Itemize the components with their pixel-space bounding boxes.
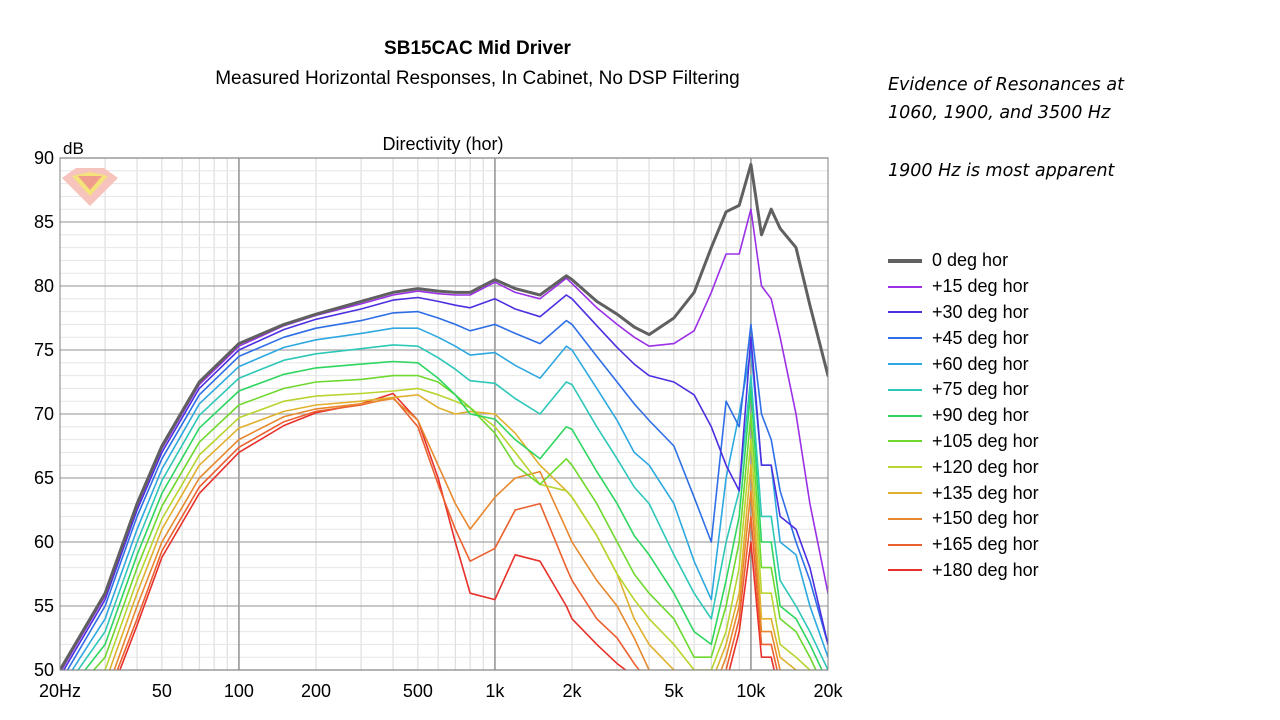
y-tick-label: 90	[34, 148, 54, 168]
series-line-165-deg-hor	[116, 396, 778, 670]
series-line-120-deg-hor	[103, 387, 811, 670]
y-axis-label: dB	[63, 139, 84, 158]
legend-swatch	[888, 285, 922, 288]
legend-swatch	[888, 466, 922, 469]
legend-item: +75 deg hor	[888, 377, 1039, 403]
y-tick-label: 65	[34, 468, 54, 488]
legend-item: +150 deg hor	[888, 506, 1039, 532]
y-tick-label: 60	[34, 532, 54, 552]
legend-swatch	[888, 311, 922, 314]
legend-swatch	[888, 388, 922, 391]
y-tick-label: 75	[34, 340, 54, 360]
legend-label: +165 deg hor	[932, 534, 1039, 555]
series-line-45-deg-hor	[66, 310, 828, 670]
legend-label: +135 deg hor	[932, 482, 1039, 503]
series-line-75-deg-hor	[77, 344, 828, 670]
legend-label: 0 deg hor	[932, 250, 1009, 271]
legend-item: +135 deg hor	[888, 480, 1039, 506]
x-tick-label: 10k	[736, 681, 766, 701]
y-tick-label: 85	[34, 212, 54, 232]
x-tick-label: 20Hz	[39, 681, 81, 701]
x-tick-label: 200	[301, 681, 331, 701]
legend-item: +30 deg hor	[888, 300, 1039, 326]
series-line-180-deg-hor	[119, 392, 775, 670]
legend-item: +180 deg hor	[888, 558, 1039, 584]
x-axis-ticks: 20Hz 50 100 200 500 1k 2k 5k 10k 20k	[39, 681, 844, 701]
legend-label: +90 deg hor	[932, 405, 1029, 426]
legend-swatch	[888, 258, 922, 263]
y-tick-label: 55	[34, 596, 54, 616]
legend-swatch	[888, 363, 922, 366]
legend-label: +45 deg hor	[932, 327, 1029, 348]
series-line-90-deg-hor	[84, 360, 823, 670]
series-lines	[60, 162, 828, 670]
series-line-105-deg-hor	[92, 374, 817, 670]
x-tick-label: 100	[224, 681, 254, 701]
series-line-0-deg-hor	[60, 162, 828, 670]
legend-label: +105 deg hor	[932, 430, 1039, 451]
legend-item: +60 deg hor	[888, 351, 1039, 377]
legend: 0 deg hor +15 deg hor +30 deg hor +45 deg h…	[888, 248, 1039, 583]
y-tick-label: 80	[34, 276, 54, 296]
x-tick-label: 2k	[562, 681, 582, 701]
legend-label: +15 deg hor	[932, 276, 1029, 297]
legend-swatch	[888, 543, 922, 546]
series-line-15-deg-hor	[60, 208, 828, 670]
resonance-note-line-3: 1900 Hz is most apparent	[888, 161, 1115, 181]
legend-item: +90 deg hor	[888, 403, 1039, 429]
legend-swatch	[888, 414, 922, 417]
legend-label: +150 deg hor	[932, 508, 1039, 529]
resonance-note-line-2: 1060, 1900, and 3500 Hz	[888, 103, 1111, 123]
legend-item: +15 deg hor	[888, 274, 1039, 300]
y-axis-ticks: 50 55 60 65 70 75 80 85 90	[34, 148, 54, 680]
legend-item: 0 deg hor	[888, 248, 1039, 274]
legend-label: +180 deg hor	[932, 559, 1039, 580]
legend-swatch	[888, 337, 922, 340]
series-line-150-deg-hor	[113, 397, 782, 670]
legend-item: +45 deg hor	[888, 325, 1039, 351]
series-line-30-deg-hor	[62, 294, 828, 670]
x-tick-label: 5k	[664, 681, 684, 701]
plot-frame	[59, 157, 829, 671]
slide-subtitle: Measured Horizontal Responses, In Cabine…	[215, 68, 740, 89]
resonance-note-line-1: Evidence of Resonances at	[888, 75, 1124, 95]
legend-item: +165 deg hor	[888, 532, 1039, 558]
legend-swatch	[888, 492, 922, 495]
legend-swatch	[888, 569, 922, 572]
slide-title: SB15CAC Mid Driver	[384, 38, 571, 59]
legend-item: +105 deg hor	[888, 429, 1039, 455]
legend-label: +120 deg hor	[932, 456, 1039, 477]
x-tick-label: 1k	[485, 681, 505, 701]
x-tick-label: 500	[403, 681, 433, 701]
y-tick-label: 50	[34, 660, 54, 680]
logo-icon	[62, 168, 118, 206]
directivity-chart: 20Hz 50 100 200 500 1k 2k 5k 10k 20k 505560657075…	[34, 134, 844, 701]
legend-item: +120 deg hor	[888, 454, 1039, 480]
x-tick-label: 50	[152, 681, 172, 701]
x-tick-label: 20k	[813, 681, 843, 701]
chart-title: Directivity (hor)	[382, 134, 503, 154]
legend-swatch	[888, 440, 922, 443]
legend-swatch	[888, 517, 922, 520]
legend-label: +30 deg hor	[932, 301, 1029, 322]
legend-label: +75 deg hor	[932, 379, 1029, 400]
legend-label: +60 deg hor	[932, 353, 1029, 374]
y-tick-label: 70	[34, 404, 54, 424]
